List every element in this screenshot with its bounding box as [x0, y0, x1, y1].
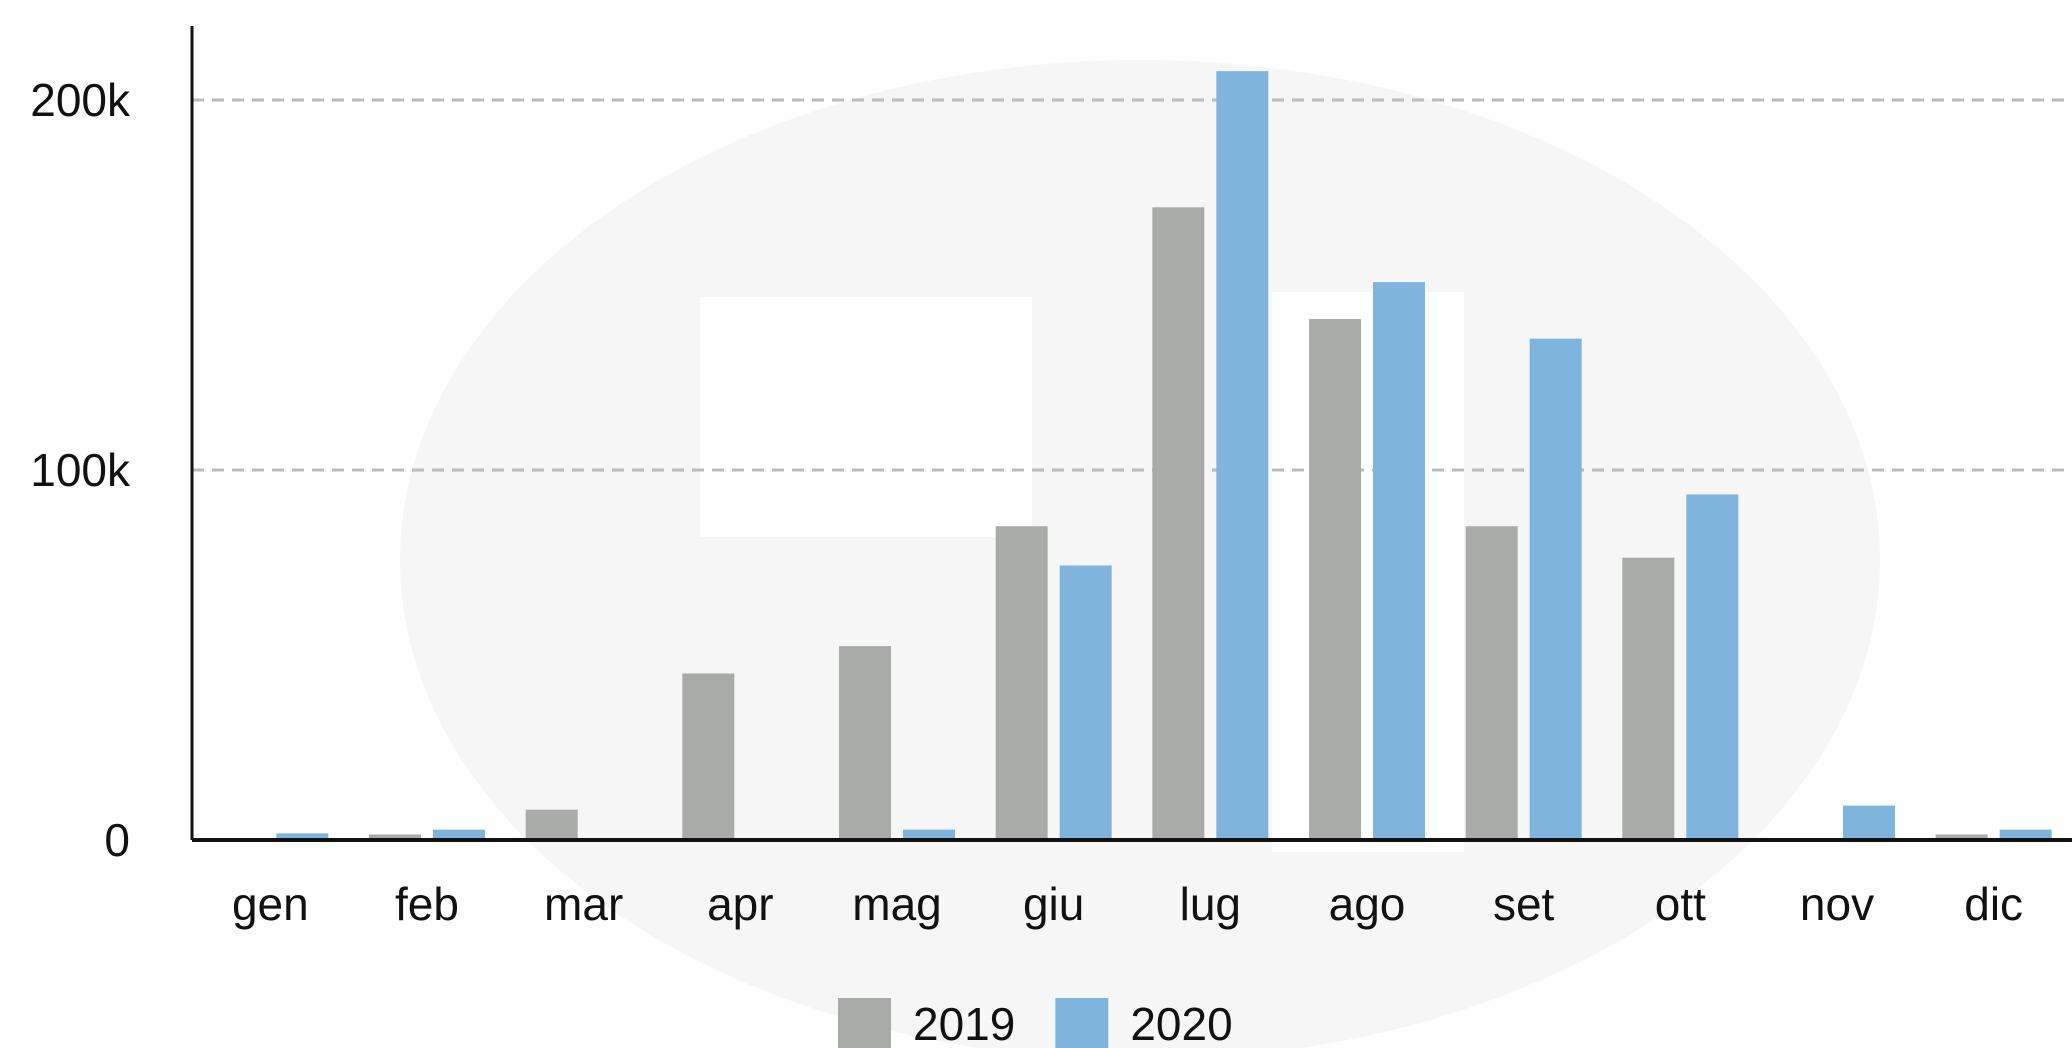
x-tick-label: nov	[1800, 878, 1874, 930]
y-tick-label: 0	[104, 814, 130, 866]
legend-label: 2019	[913, 998, 1015, 1048]
bar	[1465, 526, 1518, 840]
x-tick-label: mag	[852, 878, 941, 930]
bar	[1622, 557, 1675, 840]
watermark	[1272, 292, 1464, 852]
bar	[1529, 338, 1582, 840]
bar	[682, 673, 735, 840]
x-tick-label: dic	[1964, 878, 2023, 930]
x-tick-label: feb	[395, 878, 459, 930]
bar	[1373, 282, 1425, 840]
bar	[1059, 565, 1112, 840]
bar	[1152, 207, 1205, 841]
bar	[276, 833, 329, 840]
watermark	[700, 297, 1032, 537]
x-tick-label: apr	[707, 878, 773, 930]
legend-swatch	[838, 998, 891, 1048]
bar	[433, 829, 485, 840]
bar	[903, 829, 955, 840]
bar	[1309, 319, 1361, 840]
legend-swatch	[1055, 998, 1109, 1048]
x-tick-label: ago	[1329, 878, 1406, 930]
bar	[1216, 71, 1269, 840]
bar	[1935, 834, 1988, 840]
bar	[1999, 829, 2052, 840]
x-tick-label: lug	[1180, 878, 1241, 930]
legend-label: 2020	[1130, 998, 1232, 1048]
bar	[839, 646, 891, 840]
y-tick-label: 200k	[30, 74, 131, 126]
bar	[1843, 805, 1895, 840]
bar	[369, 834, 421, 840]
y-tick-label: 100k	[30, 444, 131, 496]
x-tick-label: ott	[1655, 878, 1706, 930]
x-tick-label: gen	[232, 878, 309, 930]
bar	[1686, 494, 1739, 840]
x-tick-label: set	[1493, 878, 1555, 930]
x-tick-label: giu	[1023, 878, 1084, 930]
bar	[525, 809, 578, 840]
bar	[995, 526, 1048, 840]
x-tick-label: mar	[544, 878, 623, 930]
